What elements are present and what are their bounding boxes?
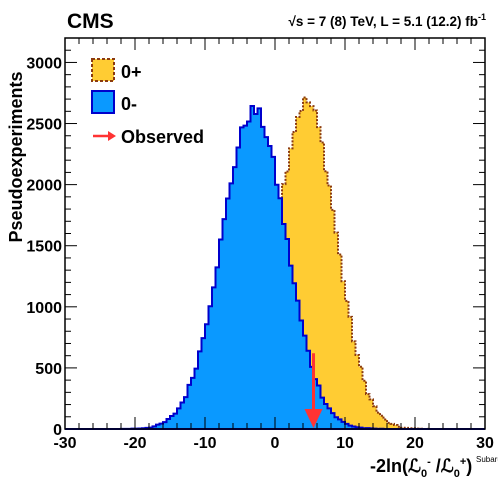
- x-tick-label: -30: [53, 435, 76, 452]
- legend-label-0minus: 0-: [121, 94, 137, 114]
- x-tick-label: 20: [406, 435, 424, 452]
- x-tick-label: -20: [123, 435, 146, 452]
- y-tick-label: 500: [35, 361, 62, 378]
- x-axis-stamp: Subaru: [476, 455, 498, 464]
- y-tick-label: 0: [53, 422, 62, 439]
- y-tick-label: 1000: [26, 300, 62, 317]
- y-tick-label: 2500: [26, 117, 62, 134]
- x-tick-label: 0: [271, 435, 280, 452]
- legend-swatch-0minus: [91, 90, 115, 114]
- axis-ticks: -30 -20 -10 0 10 20 30 0 500 1000 1500 2000 2500 3000: [26, 37, 494, 452]
- histograms: [65, 96, 485, 430]
- x-axis-label: -2ln(ℒ0- /ℒ0+): [370, 456, 472, 479]
- histogram-0minus: [65, 105, 485, 430]
- energy-lumi-label: √s = 7 (8) TeV, L = 5.1 (12.2) fb-1: [288, 12, 486, 29]
- y-tick-label: 2000: [26, 178, 62, 195]
- y-tick-label: 3000: [26, 55, 62, 72]
- observed-arrowhead: [304, 409, 323, 428]
- observed-marker: [304, 353, 323, 428]
- legend-label-observed: Observed: [121, 127, 204, 147]
- legend-label-0plus: 0+: [121, 62, 142, 82]
- x-tick-label: 30: [476, 435, 494, 452]
- x-tick-label: 10: [336, 435, 354, 452]
- y-axis-label: Pseudoexperiments: [6, 71, 26, 242]
- legend-swatch-0plus: [91, 58, 115, 82]
- experiment-label: CMS: [67, 10, 114, 33]
- y-tick-label: 1500: [26, 239, 62, 256]
- legend-arrowhead-icon: [108, 131, 116, 141]
- x-tick-label: -10: [193, 435, 216, 452]
- legend: 0+ 0- Observed: [91, 58, 204, 147]
